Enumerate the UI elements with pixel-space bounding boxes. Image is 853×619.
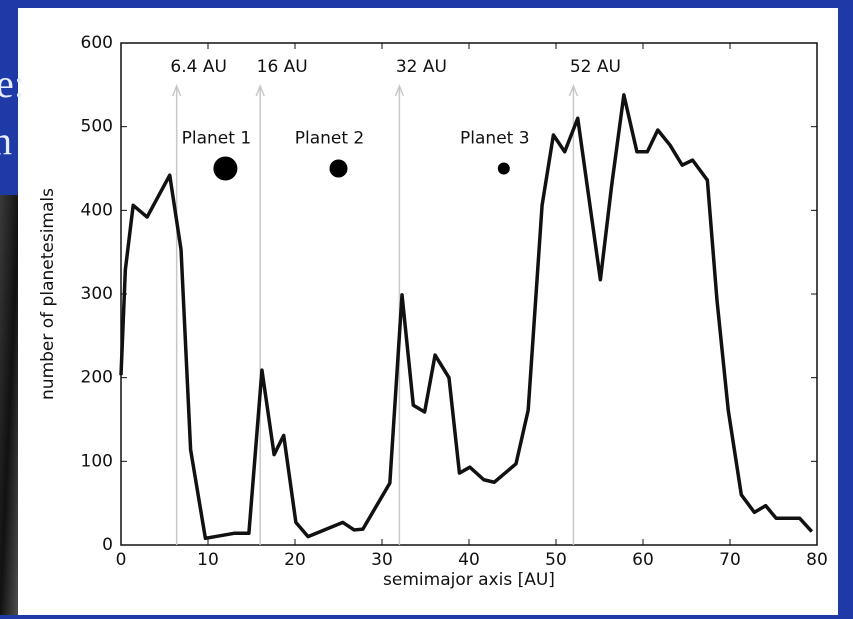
planet	[497, 162, 510, 175]
marker-arrow	[171, 83, 182, 97]
planet-label: Planet 1	[182, 129, 252, 149]
x-tick-label: 60	[632, 550, 654, 570]
marker-label: 6.4 AU	[170, 57, 227, 77]
chart-panel	[18, 8, 838, 615]
marker-arrow	[255, 83, 265, 97]
x-axis-label: semimajor axis [AU]	[383, 570, 555, 590]
y-tick-label: 600	[81, 33, 113, 53]
x-tick-label: 30	[371, 550, 393, 570]
background-image	[0, 195, 20, 615]
marker-label: 16 AU	[257, 57, 308, 77]
x-tick-label: 40	[458, 550, 480, 570]
marker-arrow	[568, 83, 579, 97]
y-tick-label: 0	[102, 535, 113, 555]
x-tick-label: 80	[806, 550, 828, 570]
planet-label: Planet 2	[295, 129, 365, 149]
y-tick-label: 100	[81, 451, 113, 471]
x-tick-label: 0	[116, 550, 127, 570]
y-tick-label: 500	[81, 117, 113, 137]
x-tick-label: 50	[545, 550, 567, 570]
x-tick-label: 20	[284, 550, 306, 570]
marker-arrow	[394, 83, 405, 97]
y-tick-label: 400	[81, 200, 113, 220]
data-line	[119, 93, 814, 541]
marker-label: 32 AU	[396, 57, 447, 77]
y-tick-label: 300	[81, 284, 113, 304]
planet	[329, 159, 348, 178]
planet-label: Planet 3	[460, 129, 530, 149]
background-text: e:	[0, 61, 25, 106]
y-tick-label: 200	[81, 368, 113, 388]
x-tick-label: 10	[197, 550, 219, 570]
planet	[213, 156, 238, 181]
y-axis-label: number of planetesimals	[38, 188, 58, 400]
background-text: n	[0, 118, 12, 163]
x-tick-label: 70	[719, 550, 741, 570]
marker-label: 52 AU	[570, 57, 621, 77]
